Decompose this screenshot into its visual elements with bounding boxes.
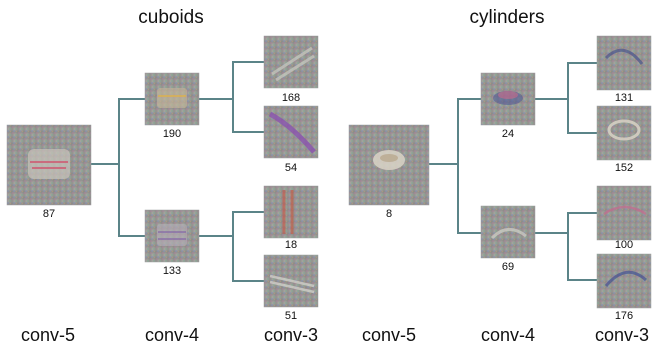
node-label: 190 <box>163 128 181 140</box>
node-24: 24 <box>480 72 536 140</box>
layer-label-conv5-left: conv-5 <box>21 325 75 345</box>
node-label: 87 <box>43 208 55 220</box>
node-label: 51 <box>285 310 297 322</box>
ring-feature-visualization-icon <box>597 106 651 160</box>
cylinders-title: cylinders <box>470 7 545 28</box>
node-51: 51 <box>263 254 319 322</box>
node-176: 176 <box>596 253 652 322</box>
cuboids-title: cuboids <box>138 7 204 28</box>
layer-label-conv4-right: conv-4 <box>481 325 535 345</box>
node-label: 69 <box>502 261 514 273</box>
left-tree-edges <box>91 61 264 282</box>
node-152: 152 <box>596 105 652 174</box>
node-label: 152 <box>615 162 633 174</box>
node-label: 176 <box>615 310 633 322</box>
node-100: 100 <box>596 185 652 251</box>
node-label: 54 <box>285 162 297 174</box>
node-8: 8 <box>348 124 430 220</box>
right-tree-edges <box>429 62 597 281</box>
layer-label-conv3-left: conv-3 <box>264 325 318 345</box>
node-label: 131 <box>615 92 633 104</box>
node-label: 133 <box>163 265 181 277</box>
node-label: 100 <box>615 239 633 251</box>
node-18: 18 <box>263 185 319 251</box>
node-label: 168 <box>282 92 300 104</box>
node-69: 69 <box>480 205 536 273</box>
node-87: 87 <box>6 124 92 220</box>
node-label: 18 <box>285 239 297 251</box>
node-133: 133 <box>144 209 200 277</box>
ring-feature-visualization-icon <box>597 254 651 308</box>
node-168: 168 <box>263 35 319 104</box>
layer-label-conv3-right: conv-3 <box>595 325 649 345</box>
node-label: 24 <box>502 128 514 140</box>
node-131: 131 <box>596 35 652 104</box>
node-54: 54 <box>263 105 319 174</box>
layer-label-conv4-left: conv-4 <box>145 325 199 345</box>
node-190: 190 <box>144 72 200 140</box>
layer-label-conv5-right: conv-5 <box>362 325 416 345</box>
cylinder-feature-visualization-icon <box>481 206 535 258</box>
node-label: 8 <box>386 208 392 220</box>
